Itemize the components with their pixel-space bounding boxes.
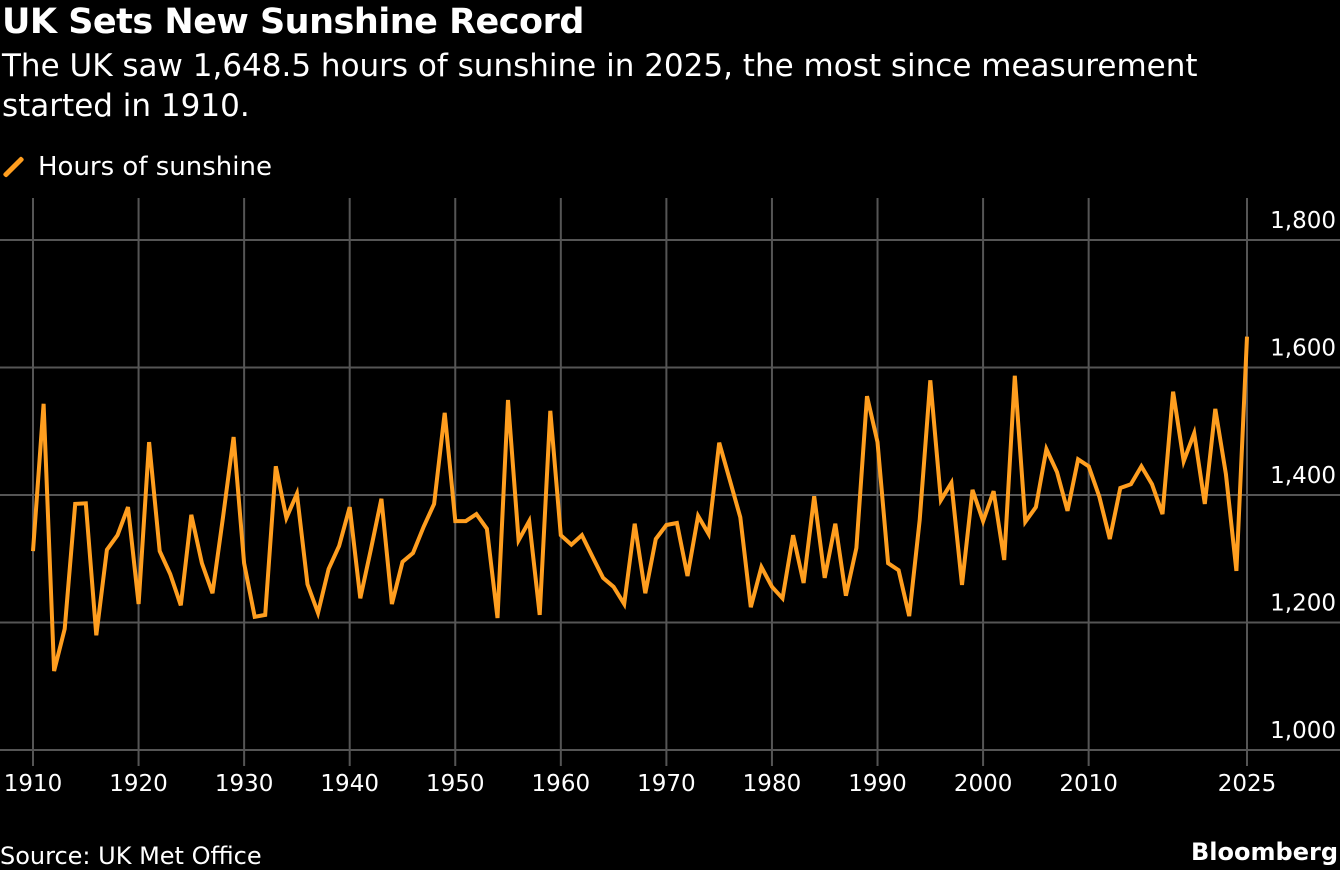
x-tick-label: 2025 [1218, 771, 1277, 797]
y-tick-label: 1,400 [1270, 463, 1336, 489]
x-tick-label: 1950 [426, 771, 485, 797]
y-tick-label: 1,200 [1270, 591, 1336, 617]
chart-subtitle: The UK saw 1,648.5 hours of sunshine in … [2, 48, 1198, 124]
y-tick-label: 1,000 [1270, 718, 1336, 744]
x-tick-label: 1940 [320, 771, 379, 797]
x-tick-label: 1910 [4, 771, 63, 797]
bloomberg-logo: Bloomberg [1191, 838, 1338, 866]
x-tick-label: 1980 [743, 771, 802, 797]
y-tick-label: 1,600 [1270, 336, 1336, 362]
source-note: Source: UK Met Office [0, 842, 262, 870]
x-tick-label: 2000 [954, 771, 1013, 797]
x-tick-label: 1920 [109, 771, 168, 797]
x-tick-label: 1930 [215, 771, 274, 797]
x-tick-label: 1960 [532, 771, 591, 797]
series-line-hours-of-sunshine [31, 336, 1249, 672]
x-tick-label: 1990 [848, 771, 907, 797]
x-tick-label: 1970 [637, 771, 696, 797]
y-tick-label: 1,800 [1270, 208, 1336, 234]
chart-title: UK Sets New Sunshine Record [2, 2, 584, 42]
legend-label: Hours of sunshine [38, 152, 272, 182]
x-tick-label: 2010 [1059, 771, 1118, 797]
legend: Hours of sunshine [2, 152, 272, 182]
